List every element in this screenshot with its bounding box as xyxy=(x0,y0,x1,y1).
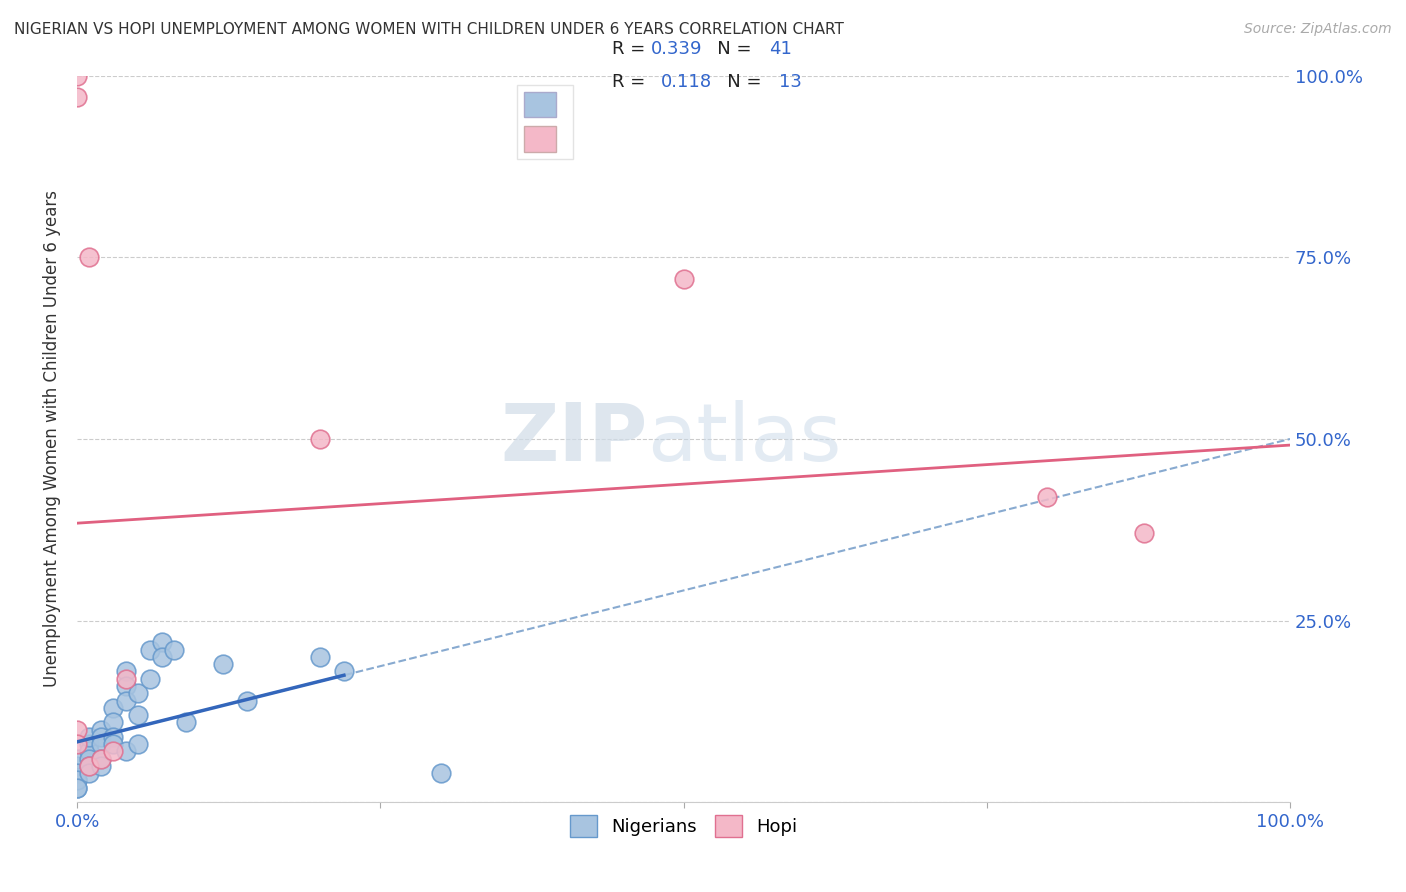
Point xyxy=(66,723,89,737)
Point xyxy=(103,715,125,730)
Point xyxy=(103,700,125,714)
Point xyxy=(66,766,89,780)
Text: 0.118: 0.118 xyxy=(661,73,711,91)
Text: Source: ZipAtlas.com: Source: ZipAtlas.com xyxy=(1244,22,1392,37)
Point xyxy=(66,90,89,104)
Legend: Nigerians, Hopi: Nigerians, Hopi xyxy=(562,807,804,844)
Point xyxy=(333,665,356,679)
Point xyxy=(1133,526,1156,541)
Point xyxy=(66,766,89,780)
Point xyxy=(163,642,186,657)
Text: ZIP: ZIP xyxy=(501,400,647,478)
Y-axis label: Unemployment Among Women with Children Under 6 years: Unemployment Among Women with Children U… xyxy=(44,190,60,688)
Point xyxy=(103,744,125,758)
Point xyxy=(1036,490,1059,504)
Point xyxy=(114,679,136,693)
Point xyxy=(430,766,453,780)
Point xyxy=(66,737,89,751)
Text: N =: N = xyxy=(700,40,758,58)
Text: 0.339: 0.339 xyxy=(651,40,703,58)
Point xyxy=(127,737,149,751)
Point xyxy=(150,635,173,649)
Text: N =: N = xyxy=(710,73,768,91)
Point xyxy=(90,759,112,773)
Text: R =: R = xyxy=(612,40,651,58)
Point xyxy=(66,773,89,788)
Point xyxy=(90,737,112,751)
Point xyxy=(127,686,149,700)
Point xyxy=(66,69,89,83)
Point xyxy=(236,693,259,707)
Point xyxy=(66,759,89,773)
Point xyxy=(77,744,100,758)
Point xyxy=(127,708,149,723)
Point xyxy=(114,693,136,707)
Point xyxy=(150,649,173,664)
Point xyxy=(672,272,695,286)
Point xyxy=(211,657,233,672)
Point xyxy=(308,432,330,446)
Text: atlas: atlas xyxy=(647,400,842,478)
Point xyxy=(90,730,112,744)
Point xyxy=(103,730,125,744)
Point xyxy=(77,730,100,744)
Point xyxy=(77,759,100,773)
Point xyxy=(66,780,89,795)
Point xyxy=(66,780,89,795)
Text: R =: R = xyxy=(612,73,657,91)
Text: 41: 41 xyxy=(769,40,792,58)
Point xyxy=(66,752,89,766)
Point xyxy=(174,715,197,730)
Point xyxy=(90,723,112,737)
Point xyxy=(77,752,100,766)
Point xyxy=(308,649,330,664)
Text: 13: 13 xyxy=(779,73,801,91)
Point xyxy=(114,672,136,686)
Point xyxy=(90,752,112,766)
Point xyxy=(114,665,136,679)
Point xyxy=(77,766,100,780)
Point xyxy=(77,250,100,264)
Point xyxy=(139,642,162,657)
Point xyxy=(103,737,125,751)
Point xyxy=(139,672,162,686)
Point xyxy=(77,737,100,751)
Point xyxy=(114,744,136,758)
Point xyxy=(66,773,89,788)
Point xyxy=(77,759,100,773)
Text: NIGERIAN VS HOPI UNEMPLOYMENT AMONG WOMEN WITH CHILDREN UNDER 6 YEARS CORRELATIO: NIGERIAN VS HOPI UNEMPLOYMENT AMONG WOME… xyxy=(14,22,844,37)
Point xyxy=(90,752,112,766)
